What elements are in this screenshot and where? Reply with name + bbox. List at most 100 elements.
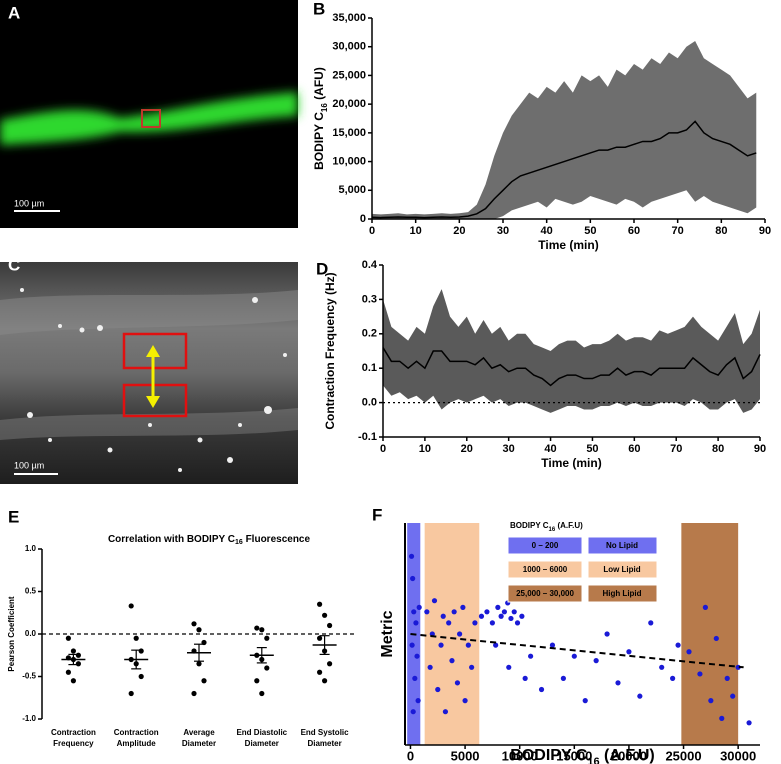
point [410,709,416,715]
x-tick-label: Diameter [245,739,279,748]
x-tick-label: 70 [672,225,684,237]
point [484,609,490,615]
point [637,693,643,699]
y-tick-label: 0.0 [25,629,37,638]
y-tick-label: 0.2 [362,328,377,340]
legend-swatch [507,584,583,603]
point [138,648,144,654]
point [615,680,621,686]
point [511,609,517,615]
y-tick-label: 0 [360,213,366,225]
x-tick-label: 50 [584,225,596,237]
x-tick-label: 0 [369,225,375,237]
image-c: 100 µm C [0,255,298,484]
x-tick-label: 0 [380,443,386,455]
point [317,635,323,641]
point [478,613,485,619]
band [383,289,760,413]
point [438,642,444,648]
x-tick-label: Amplitude [117,739,157,748]
x-tick-label: 10 [419,443,431,455]
x-tick-label: 50 [586,443,598,455]
point [322,678,328,684]
x-tick-label: 30000 [720,748,756,763]
text-segment: BODIPY C [312,112,326,170]
x-tick-label: 60 [628,225,640,237]
text-segment: BODIPY C [510,747,588,764]
point [446,620,452,626]
point [415,698,421,704]
point [322,612,328,618]
x-tick-label: 30 [497,225,509,237]
y-tick-label: 0.1 [362,362,377,374]
x-axis-label: BODIPY C16 (A.F.U) [510,747,654,764]
point [460,604,466,610]
point [264,665,270,671]
panel-letter: B [313,0,325,18]
text-segment: Time (min) [541,456,601,470]
point [435,686,441,693]
text-segment: Correlation with BODIPY C [108,534,235,545]
point [686,649,692,655]
x-tick-label: Contraction [51,728,96,737]
text-segment: Pearson Coefficient [7,596,16,671]
point [412,675,418,682]
point [697,671,703,677]
legend-swatch [507,560,583,579]
scale-bar-label: 100 µm [14,460,44,470]
point [604,631,610,637]
point [472,620,478,626]
point [506,664,512,670]
point [449,658,455,664]
legend-label: Low Lipid [603,565,640,574]
legend-title: BODIPY C16 (A.F.U) [510,521,583,532]
legend-range: 0 – 200 [532,541,559,550]
point [191,690,197,697]
point [65,669,71,675]
point [259,627,265,633]
point [65,635,71,641]
legend-range: 25,000 – 30,000 [516,589,574,598]
x-tick-label: 60 [628,443,640,455]
point [501,609,507,615]
text-segment: Metric [379,610,396,657]
x-tick-label: 20000 [611,748,647,763]
point [675,642,681,648]
x-tick-label: 90 [759,225,771,237]
point [571,653,577,659]
text-segment: (A.F.U) [555,521,583,530]
point [719,715,725,721]
panel-letter: A [8,3,20,22]
chart-title: Correlation with BODIPY C16 Fluorescence [108,534,311,547]
point [454,680,461,686]
point [730,693,736,699]
text-segment: 16 [587,756,599,764]
point [70,648,76,654]
x-tick-label: 90 [754,443,766,455]
point [201,678,207,684]
x-tick-label: 80 [712,443,724,455]
x-tick-label: 30 [503,443,515,455]
point [708,698,714,704]
point [128,603,134,609]
point [493,642,499,648]
x-tick-label: Average [183,728,215,737]
point [442,709,449,715]
point [196,627,202,633]
point [489,620,495,626]
x-tick-label: 40 [541,225,553,237]
point [648,620,654,626]
band [372,40,757,219]
point [560,675,566,682]
point [519,613,525,619]
y-tick-label: 20,000 [332,98,366,110]
point [469,664,475,670]
x-tick-label: 10000 [502,748,538,763]
text-segment: (AFU) [312,67,326,103]
x-tick-label: Diameter [307,739,341,748]
text-segment: 16 [235,539,243,546]
point [191,621,197,627]
y-tick-label: 15,000 [332,127,366,139]
x-tick-label: End Systolic [301,728,350,737]
